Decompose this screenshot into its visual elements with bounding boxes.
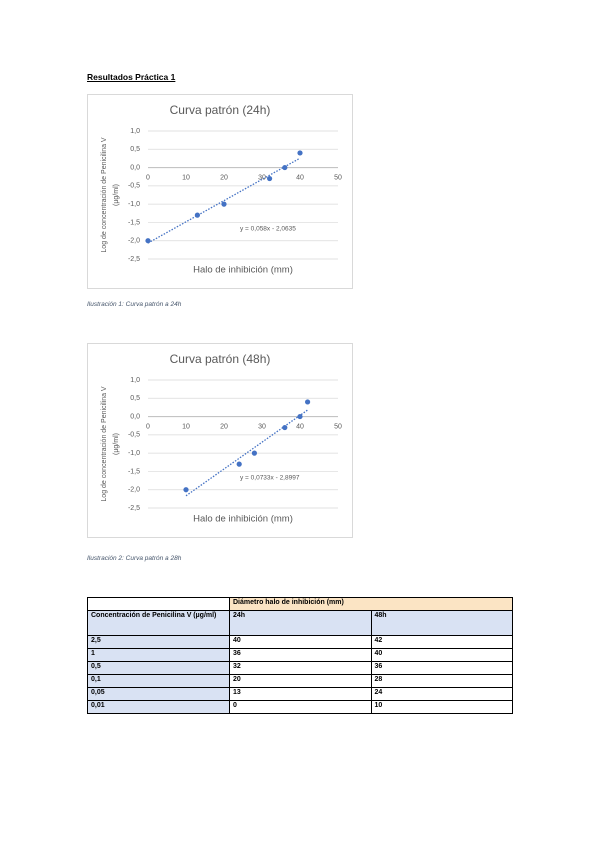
table-cell: 13: [229, 687, 372, 701]
table-cell: 2,5: [87, 635, 230, 649]
y-tick-label: -1,0: [128, 201, 140, 208]
table-cell: 0,01: [87, 700, 230, 714]
table-cell: 1: [87, 648, 230, 662]
table-cell: 0,05: [87, 687, 230, 701]
table-row: 0,05 13 24: [87, 687, 513, 701]
y-axis-label: (µg/ml): [113, 433, 120, 455]
table-row: 2,5 40 42: [87, 635, 513, 649]
y-tick-label: -1,5: [128, 219, 140, 226]
table-cell: 32: [229, 661, 372, 675]
y-tick-label: 0,5: [130, 395, 140, 402]
x-tick-label: 20: [220, 174, 228, 181]
caption: Ilustración 1: Curva patrón a 24h: [87, 301, 182, 308]
x-axis-label: Halo de inhibición (mm): [193, 265, 293, 276]
x-tick-label: 0: [146, 174, 150, 181]
table-cell: 24: [370, 687, 513, 701]
data-table: Diámetro halo de inhibición (mm) Concentr…: [87, 597, 513, 714]
x-tick-label: 20: [220, 423, 228, 430]
table-cell: 20: [229, 674, 372, 688]
table-cell: 36: [229, 648, 372, 662]
x-tick-label: 0: [146, 423, 150, 430]
chart-title: Curva patrón (48h): [170, 352, 271, 366]
table-cell: 10: [370, 700, 513, 714]
y-tick-label: 1,0: [130, 377, 140, 384]
trendline: [185, 409, 308, 497]
data-point: [221, 201, 227, 207]
data-point: [297, 413, 303, 420]
trendline: [147, 157, 301, 244]
table-cell: 24h: [229, 610, 372, 636]
x-tick-label: 30: [258, 423, 266, 430]
data-point: [251, 450, 257, 456]
table-cell: Diámetro halo de inhibición (mm): [229, 597, 513, 611]
table-cell: 42: [370, 635, 513, 649]
trendline-label: y = 0,0733x - 2,8997: [240, 475, 300, 482]
y-tick-label: -2,0: [128, 487, 140, 494]
heading: Resultados Práctica 1: [87, 72, 176, 82]
data-point: [282, 424, 288, 431]
table-cell: 0,1: [87, 674, 230, 688]
table-cell: 0: [229, 700, 372, 714]
table-row: 0,1 20 28: [87, 674, 513, 688]
y-tick-label: 0,0: [130, 413, 140, 420]
y-tick-label: -1,5: [128, 468, 140, 475]
data-point: [145, 238, 151, 244]
data-point: [297, 150, 303, 156]
table-cell: [87, 597, 230, 611]
caption: Ilustración 2: Curva patrón a 28h: [87, 555, 182, 562]
y-tick-label: -2,0: [128, 238, 140, 245]
x-tick-label: 40: [296, 174, 304, 181]
x-tick-label: 10: [182, 423, 190, 430]
table-cell: 48h: [370, 610, 513, 636]
x-tick-label: 50: [334, 174, 342, 181]
x-tick-label: 10: [182, 174, 190, 181]
y-axis-label: (µg/ml): [113, 184, 120, 206]
y-tick-label: -0,5: [128, 183, 140, 190]
y-tick-label: 0,5: [130, 146, 140, 153]
y-tick-label: -2,5: [128, 505, 140, 512]
x-axis-label: Halo de inhibición (mm): [193, 514, 293, 525]
x-tick-label: 30: [258, 174, 266, 181]
table-cell: 36: [370, 661, 513, 675]
table-cell: 40: [370, 648, 513, 662]
data-point: [305, 399, 311, 405]
x-tick-label: 40: [296, 423, 304, 430]
chart-title: Curva patrón (24h): [170, 103, 271, 117]
y-tick-label: 0,0: [130, 164, 140, 171]
y-axis-label: Log de concentración de Penicilina V: [101, 137, 108, 253]
data-point: [183, 487, 189, 493]
y-tick-label: -2,5: [128, 256, 140, 263]
y-axis-label: Log de concentración de Penicilina V: [101, 386, 108, 502]
chart-frame: [87, 343, 353, 538]
table-row: 0,5 32 36: [87, 661, 513, 675]
table-row: Concentración de Penicilina V (µg/ml) 24h…: [87, 610, 513, 636]
y-tick-label: -0,5: [128, 432, 140, 439]
data-point: [267, 175, 273, 182]
table-cell: 40: [229, 635, 372, 649]
chart: Curva patrón (24h) 1,0 0,5 0,0 -0,5 -1,0 -1,5 -…: [87, 94, 353, 289]
trendline-label: y = 0,058x - 2,0635: [240, 226, 296, 233]
table-cell: Concentración de Penicilina V (µg/ml): [87, 610, 230, 636]
table-cell: 0,5: [87, 661, 230, 675]
y-tick-label: -1,0: [128, 450, 140, 457]
chart: Curva patrón (48h) 1,0 0,5 0,0 -0,5 -1,0 -1,5 -…: [87, 343, 353, 538]
y-tick-label: 1,0: [130, 128, 140, 135]
table-cell: 28: [370, 674, 513, 688]
table-row: 1 36 40: [87, 648, 513, 662]
table-row: Diámetro halo de inhibición (mm): [87, 597, 513, 611]
data-point: [236, 461, 242, 467]
data-point: [282, 164, 288, 171]
table-row: 0,01 0 10: [87, 700, 513, 714]
x-tick-label: 50: [334, 423, 342, 430]
chart-frame: [87, 94, 353, 289]
data-point: [194, 212, 200, 218]
